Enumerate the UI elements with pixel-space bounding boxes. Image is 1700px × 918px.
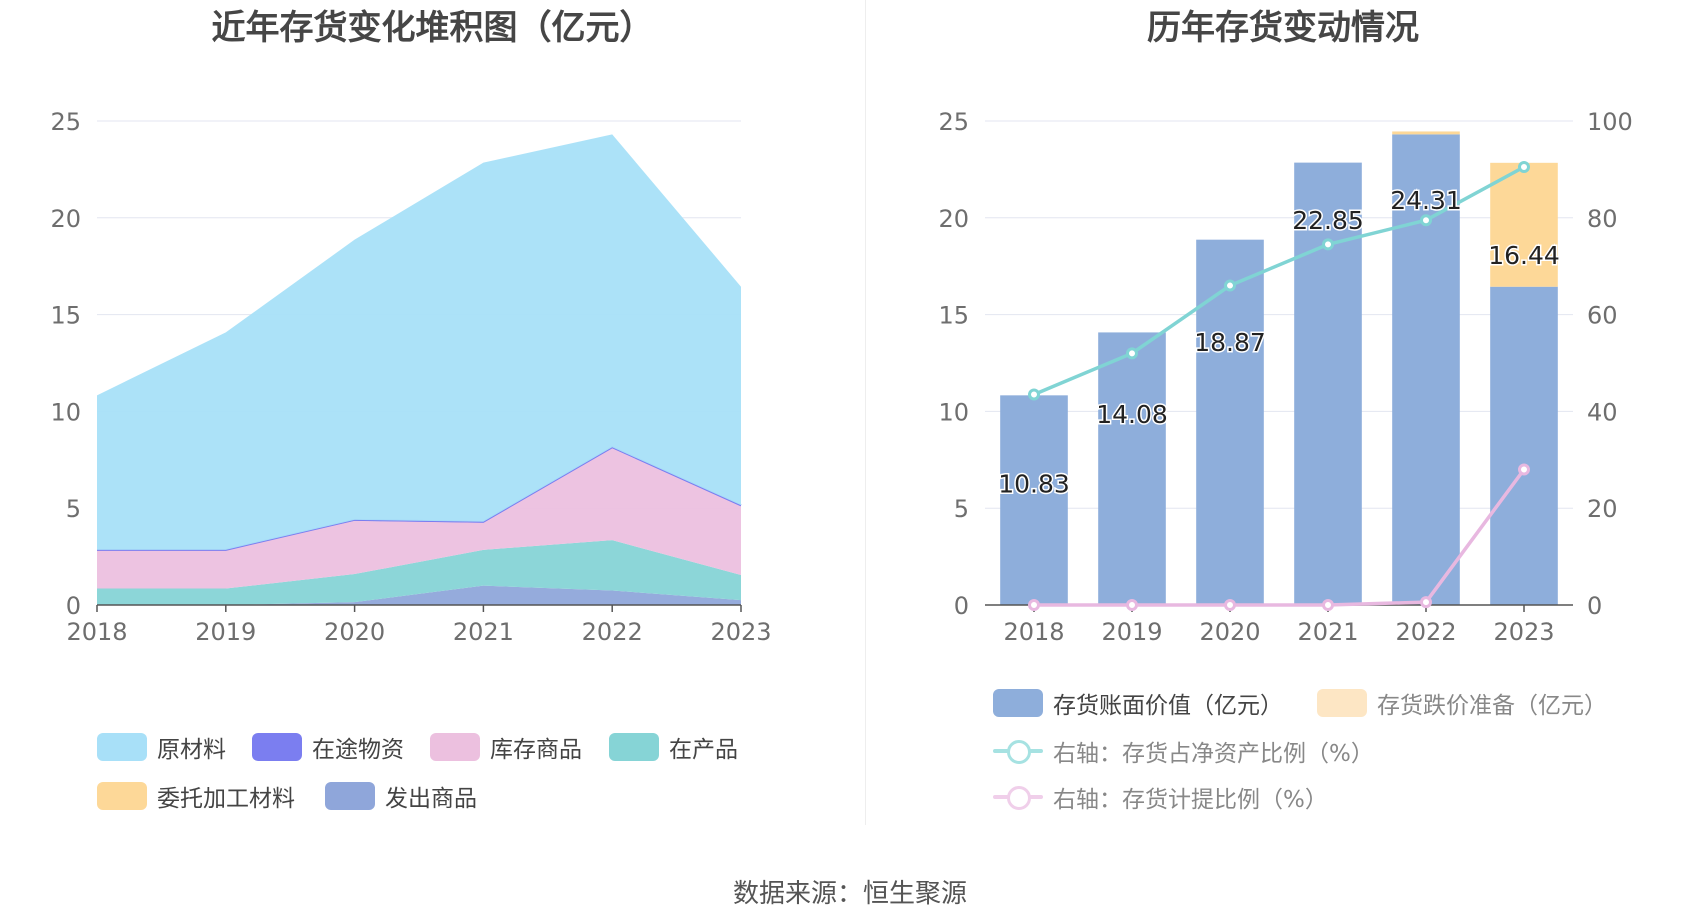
y-tick-label: 10 — [50, 398, 81, 426]
y-tick-label: 20 — [50, 205, 81, 233]
x-tick-label: 2021 — [453, 618, 514, 646]
legend-swatch — [97, 733, 147, 761]
line-net-asset-ratio-point — [1224, 279, 1236, 292]
bar-book-value — [1098, 332, 1166, 605]
legend-item-provision[interactable]: 右轴：存货计提比例（%） — [993, 780, 1328, 814]
bar-reserve — [1392, 131, 1460, 135]
y-tick-label: 15 — [938, 302, 969, 330]
bar-reserve — [1490, 162, 1558, 287]
x-tick-label: 2020 — [324, 618, 385, 646]
line-net-asset-ratio-point — [1028, 388, 1040, 401]
y-tick-label: 0 — [954, 592, 969, 620]
area-库存商品 — [97, 448, 741, 589]
x-tick-label: 2022 — [1395, 618, 1456, 646]
y2-tick-label: 80 — [1587, 205, 1618, 233]
legend-label: 右轴：存货占净资产比例（%） — [1053, 741, 1374, 767]
legend-label: 右轴：存货计提比例（%） — [1053, 787, 1328, 813]
legend-item-in-transit[interactable]: 在途物资 — [252, 730, 404, 764]
x-tick-label: 2018 — [66, 618, 127, 646]
bar-data-label: 16.44 — [1488, 241, 1560, 270]
y-tick-label: 10 — [938, 398, 969, 426]
x-tick-label: 2019 — [1101, 618, 1162, 646]
y2-tick-label: 40 — [1587, 398, 1618, 426]
x-tick-label: 2020 — [1199, 618, 1260, 646]
bar-book-value — [1000, 395, 1068, 605]
legend-label: 存货跌价准备（亿元） — [1377, 693, 1607, 719]
data-source: 数据来源：恒生聚源 — [732, 879, 967, 909]
legend-label: 在产品 — [669, 737, 738, 763]
line-net-asset-ratio-point — [1126, 347, 1138, 360]
line-provision-ratio-point — [1224, 599, 1236, 611]
y2-tick-label: 20 — [1587, 495, 1618, 523]
legend-swatch — [252, 733, 302, 761]
legend-item-shipped[interactable]: 发出商品 — [325, 779, 477, 813]
right-chart-title: 历年存货变动情况 — [1147, 8, 1419, 48]
x-tick-label: 2022 — [582, 618, 643, 646]
left-chart-title: 近年存货变化堆积图（亿元） — [211, 8, 654, 48]
bar-data-label: 24.31 — [1390, 186, 1462, 215]
legend-line-swatch — [993, 737, 1043, 765]
bar-data-label: 14.08 — [1096, 400, 1168, 429]
y2-tick-label: 60 — [1587, 302, 1618, 330]
x-tick-label: 2021 — [1297, 618, 1358, 646]
line-net-asset-ratio-point — [1518, 160, 1530, 173]
y-tick-label: 25 — [50, 108, 81, 136]
legend-item-wip[interactable]: 在产品 — [609, 730, 738, 764]
y-tick-label: 5 — [954, 495, 969, 523]
legend-swatch — [430, 733, 480, 761]
x-tick-label: 2018 — [1003, 618, 1064, 646]
bar-book-value — [1392, 134, 1460, 605]
line-provision-ratio-point — [1518, 463, 1530, 476]
legend-label: 库存商品 — [490, 737, 582, 763]
bar-book-value — [1196, 239, 1264, 605]
x-tick-label: 2019 — [195, 618, 256, 646]
y2-tick-label: 0 — [1587, 592, 1602, 620]
legend-item-raw-material[interactable]: 原材料 — [97, 730, 226, 764]
y-tick-label: 0 — [66, 592, 81, 620]
line-provision-ratio-point — [1028, 599, 1040, 611]
legend-item-book-value[interactable]: 存货账面价值（亿元） — [993, 686, 1283, 720]
line-provision-ratio-point — [1420, 596, 1432, 609]
x-tick-label: 2023 — [710, 618, 771, 646]
bar-data-label: 18.87 — [1194, 328, 1266, 357]
legend-item-reserve[interactable]: 存货跌价准备（亿元） — [1317, 686, 1607, 720]
line-net-asset-ratio — [1033, 165, 1525, 397]
legend-swatch — [609, 733, 659, 761]
legend-swatch — [97, 782, 147, 810]
legend-item-ratio[interactable]: 右轴：存货占净资产比例（%） — [993, 734, 1374, 768]
area-在产品 — [97, 540, 741, 605]
x-tick-label: 2023 — [1493, 618, 1554, 646]
bar-book-value — [1294, 162, 1362, 605]
legend-line-swatch — [993, 783, 1043, 811]
legend-swatch — [1317, 689, 1367, 717]
line-provision-ratio — [1034, 468, 1526, 607]
legend-label: 发出商品 — [385, 786, 477, 812]
line-provision-ratio-point — [1322, 599, 1334, 611]
y-tick-label: 25 — [938, 108, 969, 136]
y2-tick-label: 100 — [1587, 108, 1633, 136]
panel-divider — [865, 0, 866, 825]
legend-swatch — [325, 782, 375, 810]
legend-swatch — [993, 689, 1043, 717]
legend-item-outsourced[interactable]: 委托加工材料 — [97, 779, 295, 813]
line-net-asset-ratio-point — [1322, 238, 1334, 251]
y-tick-label: 15 — [50, 302, 81, 330]
bar-data-label: 22.85 — [1292, 206, 1364, 235]
legend-item-finished-goods[interactable]: 库存商品 — [430, 730, 582, 764]
line-net-asset-ratio-point — [1420, 214, 1432, 227]
line-provision-ratio-point — [1126, 599, 1138, 611]
legend-label: 在途物资 — [312, 737, 404, 763]
y-tick-label: 5 — [66, 495, 81, 523]
legend-label: 原材料 — [157, 737, 226, 763]
area-发出商品 — [97, 585, 741, 605]
legend-label: 存货账面价值（亿元） — [1053, 693, 1283, 719]
area-原材料 — [97, 134, 741, 550]
bar-data-label: 10.83 — [998, 469, 1070, 498]
legend-label: 委托加工材料 — [157, 786, 295, 812]
y-tick-label: 20 — [938, 205, 969, 233]
bar-book-value — [1490, 286, 1558, 605]
